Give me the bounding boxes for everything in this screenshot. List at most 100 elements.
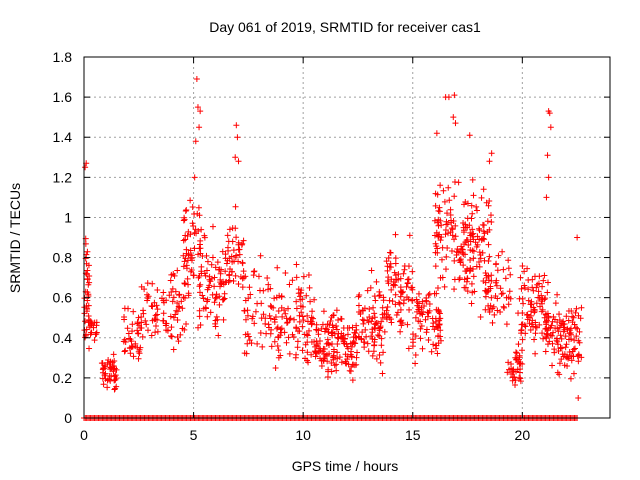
data-point [229, 238, 236, 245]
data-point [168, 333, 175, 340]
data-point [197, 108, 204, 115]
data-point [311, 296, 318, 303]
data-point [318, 325, 325, 332]
data-point [212, 264, 219, 271]
data-point [211, 274, 218, 281]
data-point [329, 329, 336, 336]
data-point [469, 247, 476, 254]
data-point [298, 309, 305, 316]
data-point [435, 207, 442, 214]
data-point [556, 360, 563, 367]
data-point [415, 290, 422, 297]
data-point [323, 340, 330, 347]
data-point [242, 316, 249, 323]
data-point [329, 322, 336, 329]
data-point [294, 344, 301, 351]
data-point [333, 367, 340, 374]
data-point [438, 256, 445, 263]
data-point [88, 329, 95, 336]
data-point [488, 272, 495, 279]
y-tick-label: 1 [64, 209, 72, 225]
data-point [437, 237, 444, 244]
data-point [360, 307, 367, 314]
data-point [172, 311, 179, 318]
data-point [169, 298, 176, 305]
data-point [450, 217, 457, 224]
data-point [341, 340, 348, 347]
data-point [412, 360, 419, 367]
data-point [431, 326, 438, 333]
data-point [329, 341, 336, 348]
data-point [470, 192, 477, 199]
data-point [125, 305, 132, 312]
data-point [353, 354, 360, 361]
data-point [188, 252, 195, 259]
data-point [436, 309, 443, 316]
data-point [290, 334, 297, 341]
data-point [417, 335, 424, 342]
data-point [421, 302, 428, 309]
data-point [194, 210, 201, 217]
data-point [562, 344, 569, 351]
data-point [447, 211, 454, 218]
data-point [319, 321, 326, 328]
data-point [553, 337, 560, 344]
y-tick-label: 0.4 [53, 330, 73, 346]
data-point [466, 222, 473, 229]
data-point [195, 324, 202, 331]
data-point [532, 330, 539, 337]
data-point [575, 394, 582, 401]
data-point [348, 353, 355, 360]
data-point [139, 333, 146, 340]
data-point [493, 282, 500, 289]
data-point [361, 344, 368, 351]
data-point [251, 320, 258, 327]
data-point [179, 325, 186, 332]
data-point [449, 232, 456, 239]
data-point [211, 283, 218, 290]
data-point [247, 291, 254, 298]
data-point [196, 289, 203, 296]
data-point [286, 316, 293, 323]
data-point [209, 254, 216, 261]
data-point [464, 200, 471, 207]
data-point [279, 313, 286, 320]
data-point [305, 272, 312, 279]
data-point [498, 291, 505, 298]
data-point [174, 333, 181, 340]
data-point [465, 241, 472, 248]
data-point [558, 344, 565, 351]
data-point [543, 333, 550, 340]
data-point [278, 293, 285, 300]
data-point [397, 293, 404, 300]
data-point [430, 320, 437, 327]
data-point [299, 303, 306, 310]
data-point [550, 313, 557, 320]
data-point [204, 258, 211, 265]
data-point [179, 305, 186, 312]
axis-ticks [83, 56, 610, 419]
data-point [185, 292, 192, 299]
data-point [347, 368, 354, 375]
data-point [296, 318, 303, 325]
x-tick-label: 10 [295, 427, 311, 443]
data-point [441, 283, 448, 290]
data-point [517, 360, 524, 367]
data-point [272, 364, 279, 371]
data-point [214, 259, 221, 266]
data-point [120, 338, 127, 345]
data-point [213, 294, 220, 301]
data-point [412, 314, 419, 321]
data-point [202, 305, 209, 312]
data-point [433, 342, 440, 349]
data-point [204, 296, 211, 303]
data-point [395, 299, 402, 306]
data-point [349, 324, 356, 331]
data-point [334, 341, 341, 348]
data-point [544, 152, 551, 159]
data-point [293, 298, 300, 305]
data-point [236, 246, 243, 253]
data-point [517, 274, 524, 281]
data-point [320, 345, 327, 352]
data-point [307, 298, 314, 305]
